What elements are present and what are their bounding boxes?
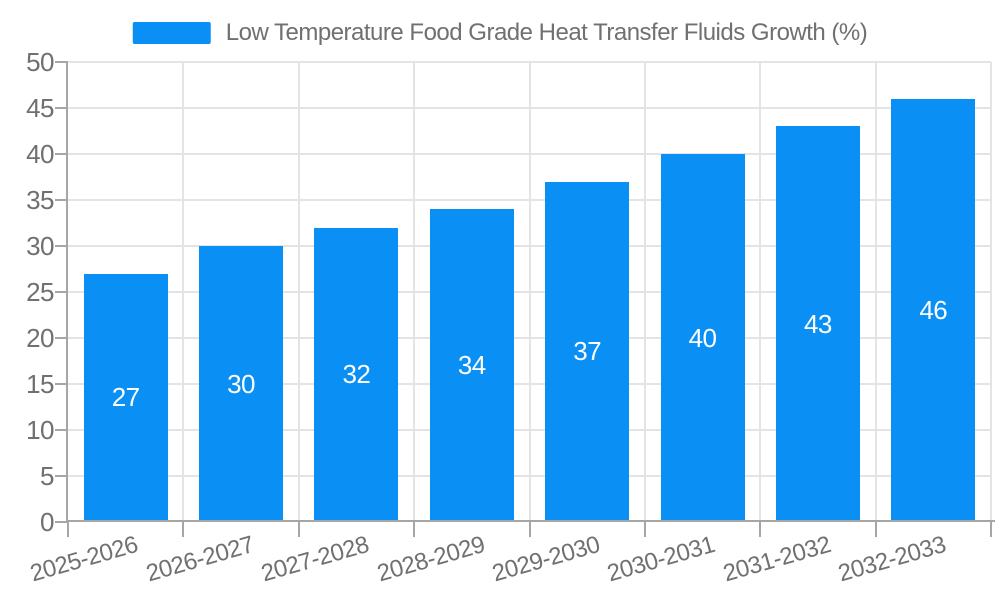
- bar[interactable]: 46: [891, 98, 976, 522]
- x-tick-label: 2030-2031: [604, 531, 719, 588]
- bar-value-label: 34: [457, 350, 486, 381]
- y-tick-label: 45: [26, 93, 54, 123]
- gridline-vertical: [413, 62, 416, 522]
- gridline-vertical: [990, 62, 992, 522]
- bar-value-label: 37: [573, 336, 602, 367]
- y-axis-tick: [55, 383, 68, 385]
- bar-value-label: 30: [227, 368, 256, 399]
- bar-value-label: 43: [803, 308, 832, 339]
- x-axis-tick: [990, 522, 992, 537]
- gridline-vertical: [643, 62, 646, 522]
- x-tick-label: 2032-2033: [835, 531, 949, 588]
- bar[interactable]: 34: [429, 209, 514, 522]
- y-axis-tick: [55, 291, 68, 293]
- bar[interactable]: 43: [775, 126, 860, 522]
- y-tick-label: 5: [40, 461, 54, 491]
- x-axis-tick: [182, 522, 185, 537]
- gridline-vertical: [528, 62, 531, 522]
- bar-value-label: 40: [688, 322, 717, 353]
- x-tick-label: 2029-2030: [489, 531, 603, 588]
- bar[interactable]: 32: [314, 227, 399, 522]
- x-tick-label: 2025-2026: [27, 531, 142, 588]
- y-tick-label: 35: [26, 185, 54, 215]
- y-tick-label: 50: [26, 47, 54, 77]
- bar-value-label: 46: [919, 294, 948, 325]
- x-tick-label: 2028-2029: [373, 531, 488, 588]
- bar[interactable]: 30: [199, 246, 284, 522]
- bar-value-label: 27: [111, 382, 140, 413]
- x-axis-tick: [413, 522, 416, 537]
- y-tick-label: 25: [26, 277, 54, 307]
- x-tick-label: 2031-2032: [719, 531, 834, 588]
- x-axis-line: [66, 520, 995, 522]
- y-tick-label: 10: [26, 415, 54, 445]
- y-tick-label: 15: [26, 369, 54, 399]
- x-axis-tick: [67, 522, 69, 537]
- x-axis-tick: [874, 522, 877, 537]
- y-axis-tick: [55, 475, 68, 477]
- x-axis-tick: [643, 522, 646, 537]
- x-tick-label: 2026-2027: [143, 531, 257, 588]
- bar[interactable]: 27: [83, 273, 168, 522]
- bar-value-label: 32: [342, 359, 371, 390]
- y-axis-tick: [55, 61, 68, 63]
- x-axis-tick: [759, 522, 762, 537]
- y-axis-tick: [55, 245, 68, 247]
- x-axis-tick: [528, 522, 531, 537]
- y-tick-label: 0: [40, 507, 54, 537]
- y-axis-tick: [55, 429, 68, 431]
- y-tick-label: 40: [26, 139, 54, 169]
- bar[interactable]: 40: [660, 154, 745, 522]
- x-axis-tick: [297, 522, 300, 537]
- bar[interactable]: 37: [545, 181, 630, 522]
- y-axis-tick: [55, 107, 68, 109]
- y-axis-tick: [55, 153, 68, 155]
- gridline-vertical: [297, 62, 300, 522]
- gridline-vertical: [874, 62, 877, 522]
- y-axis-tick: [55, 521, 68, 523]
- y-axis-tick: [55, 337, 68, 339]
- x-tick-label: 2027-2028: [258, 531, 372, 588]
- legend-label: Low Temperature Food Grade Heat Transfer…: [225, 19, 868, 46]
- legend-item[interactable]: Low Temperature Food Grade Heat Transfer…: [132, 19, 868, 47]
- y-tick-label: 30: [26, 231, 54, 261]
- gridline-vertical: [182, 62, 185, 522]
- legend-swatch-icon: [132, 22, 211, 44]
- gridline-vertical: [759, 62, 762, 522]
- y-axis-tick: [55, 199, 68, 201]
- y-tick-label: 20: [26, 323, 54, 353]
